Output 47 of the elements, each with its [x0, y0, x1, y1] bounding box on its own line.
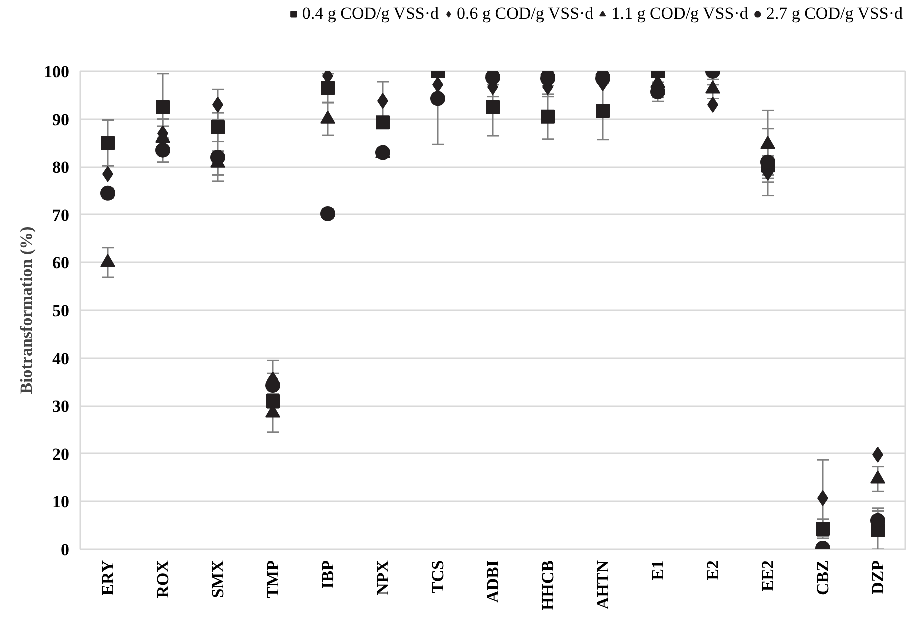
point [210, 150, 226, 166]
point [101, 136, 115, 150]
x-tick-label: SMX [208, 560, 228, 598]
x-tick-label: ADBI [484, 560, 502, 604]
point [430, 91, 446, 106]
x-tick-label: NPX [374, 560, 392, 596]
point [100, 186, 116, 201]
point [320, 206, 336, 222]
y-tick-label: 70 [52, 206, 70, 225]
legend-label: 2.7 g COD/g VSS·d [766, 4, 903, 24]
x-tick-label: E1 [648, 560, 668, 580]
point [541, 110, 555, 124]
x-tick-label: DZP [868, 560, 888, 594]
point [266, 378, 280, 394]
y-tick-label: 10 [52, 492, 70, 512]
point [486, 72, 500, 86]
point [156, 100, 170, 114]
x-tick-label: EE2 [758, 560, 778, 592]
y-tick-label: 90 [52, 110, 70, 130]
legend-label: 1.1 g COD/g VSS·d [612, 4, 748, 24]
y-tick-label: 30 [52, 397, 70, 416]
legend-label: 0.6 g COD/g VSS·d [457, 4, 594, 24]
x-tick-label: E2 [704, 560, 722, 580]
x-tick-label: IBP [318, 560, 338, 589]
point [211, 120, 225, 134]
x-tick-label: ERY [98, 560, 118, 596]
x-tick-label: AHTN [594, 560, 612, 610]
x-tick-label: TCS [428, 560, 448, 594]
y-tick-label: 100 [44, 62, 70, 82]
point [376, 116, 390, 130]
y-tick-label: 50 [52, 302, 70, 320]
y-tick-label: 0 [61, 540, 70, 560]
y-tick-label: 20 [52, 444, 70, 464]
point [156, 142, 170, 158]
point [486, 100, 500, 114]
point [321, 81, 335, 96]
point [816, 522, 830, 536]
y-tick-label: 60 [52, 254, 70, 273]
legend-label: 0.4 g COD/g VSS·d [302, 4, 440, 24]
y-tick-label: 80 [52, 158, 70, 178]
x-tick-label: HHCB [538, 560, 558, 611]
x-tick-label: ROX [154, 560, 172, 598]
y-tick-label: 40 [52, 349, 70, 368]
x-tick-label: CBZ [814, 560, 832, 596]
y-axis-title: Biotransformation (%) [17, 226, 36, 394]
x-tick-label: TMP [264, 560, 282, 598]
point [596, 104, 610, 118]
